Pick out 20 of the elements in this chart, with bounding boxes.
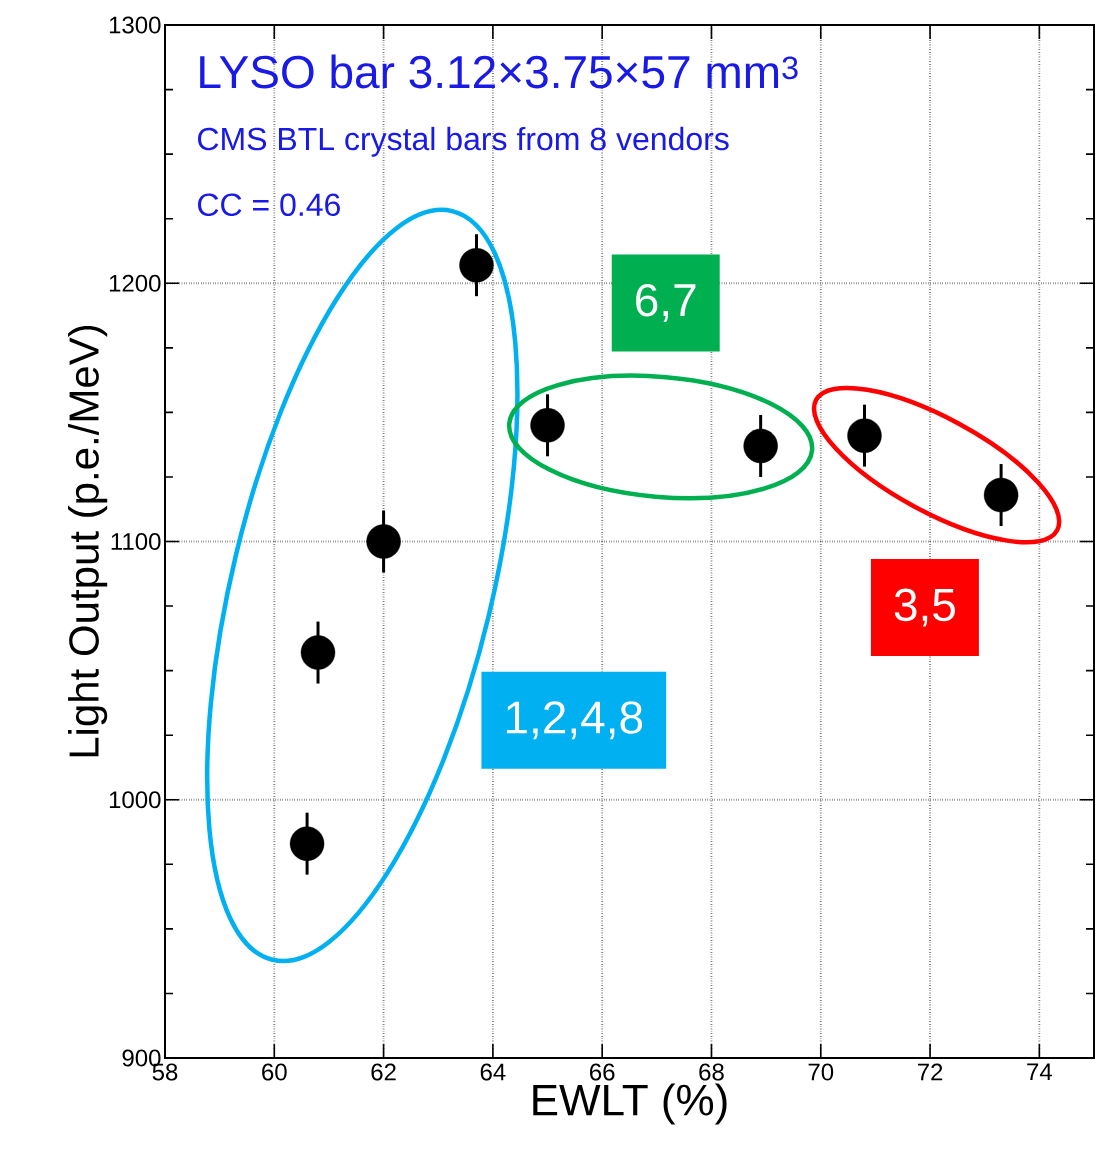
x-tick-label: 64 <box>480 1063 506 1081</box>
text: LYSO bar 3.12×3.75×57 mm$^{3}$ <box>200 54 798 89</box>
x-tick-label: 62 <box>371 1063 396 1081</box>
y-tick-label: 1100 <box>111 533 161 551</box>
annotation: 3,5 <box>894 588 955 627</box>
y-tick-label: 1300 <box>109 16 161 34</box>
annotation: CC = 0.46 <box>198 193 340 217</box>
x-tick-label: 74 <box>1027 1063 1052 1081</box>
annotation: 6,7 <box>636 283 696 322</box>
annotation: 1,2,4,8 <box>506 701 643 740</box>
x-tick-label: 66 <box>590 1063 615 1081</box>
y-tick-label: 1200 <box>109 274 161 292</box>
x-axis-title: EWLT (%) <box>533 1083 727 1125</box>
y-tick-label: 1000 <box>109 791 161 809</box>
x-tick-label: 60 <box>262 1063 287 1081</box>
x-tick-label: 72 <box>917 1063 943 1081</box>
x-tick-label: 68 <box>699 1063 724 1081</box>
text: CMS BTL crystal bars from 8 vendors <box>198 126 729 157</box>
y-axis-title: Light Output (p.e./MeV) <box>68 325 108 757</box>
x-tick-label: 70 <box>808 1063 834 1081</box>
